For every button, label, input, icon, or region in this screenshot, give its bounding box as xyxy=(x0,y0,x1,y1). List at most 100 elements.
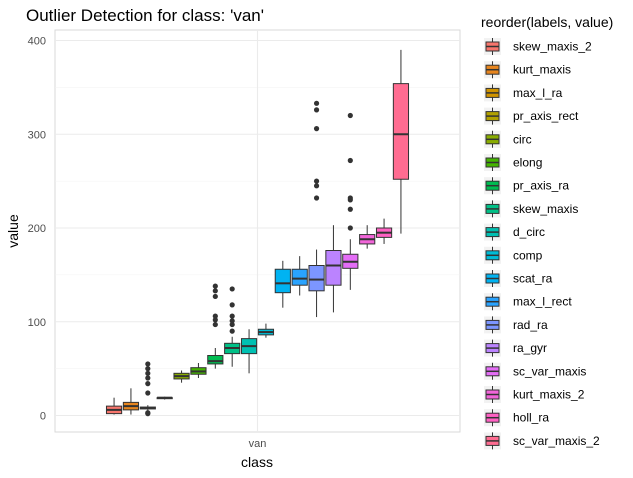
legend-label: max_l_rect xyxy=(513,295,572,309)
boxplot-series xyxy=(105,49,410,417)
outlier-point xyxy=(229,328,235,334)
legend-label: max_l_ra xyxy=(513,86,563,100)
legend-label: skew_maxis xyxy=(513,202,578,216)
outlier-point xyxy=(212,293,218,300)
box-sc_var_maxis xyxy=(342,112,359,290)
legend-item-circ: circ xyxy=(484,130,532,148)
legend-label: scat_ra xyxy=(513,272,553,286)
legend-item-pr_axis_rect: pr_axis_rect xyxy=(484,107,579,125)
legend-label: sc_var_maxis_2 xyxy=(513,434,600,448)
box-circ xyxy=(173,370,190,383)
outlier-point xyxy=(229,318,235,324)
outlier-point xyxy=(229,286,235,292)
y-tick-label: 200 xyxy=(28,223,46,235)
outlier-point xyxy=(145,361,151,367)
x-axis-label: class xyxy=(241,454,273,470)
legend-item-holl_ra: holl_ra xyxy=(484,409,549,427)
box-pr_axis_rect xyxy=(156,396,173,400)
outlier-point xyxy=(229,321,235,328)
outlier-point xyxy=(313,126,320,132)
outlier-point xyxy=(145,375,151,381)
outlier-point xyxy=(212,317,218,323)
legend-label: circ xyxy=(513,132,532,146)
legend-label: kurt_maxis xyxy=(513,63,571,77)
box-max_l_rect xyxy=(291,256,308,296)
legend-item-max_l_ra: max_l_ra xyxy=(484,84,563,102)
outlier-point xyxy=(145,370,151,376)
legend-item-skew_maxis_2: skew_maxis_2 xyxy=(484,38,592,55)
box-comp xyxy=(257,323,275,338)
box-scat_ra xyxy=(274,260,291,308)
outlier-point xyxy=(313,100,320,106)
legend-item-skew_maxis: skew_maxis xyxy=(484,200,578,218)
y-tick-label: 400 xyxy=(28,36,46,48)
outlier-point xyxy=(145,381,151,387)
legend-label: skew_maxis_2 xyxy=(513,40,592,54)
legend-item-elong: elong xyxy=(484,154,542,171)
box-body xyxy=(291,268,308,286)
outlier-point xyxy=(145,390,151,396)
legend-item-sc_var_maxis: sc_var_maxis xyxy=(484,362,586,380)
box-max_l_ra xyxy=(139,361,156,417)
legend-label: holl_ra xyxy=(513,411,549,425)
outlier-point xyxy=(347,225,353,231)
outlier-point xyxy=(347,195,353,201)
outlier-point xyxy=(212,283,218,289)
y-tick-label: 0 xyxy=(40,411,46,423)
outlier-point xyxy=(145,410,151,416)
legend-item-kurt_maxis: kurt_maxis xyxy=(484,61,571,79)
outlier-point xyxy=(313,178,320,184)
y-axis-ticks: 0 100 200 300 400 xyxy=(28,36,46,423)
y-tick-label: 100 xyxy=(28,317,46,329)
legend-label: pr_axis_ra xyxy=(513,179,569,193)
outlier-point xyxy=(347,112,353,119)
legend-label: comp xyxy=(513,248,543,262)
x-axis-ticks: van xyxy=(249,438,267,450)
legend-item-ra_gyr: ra_gyr xyxy=(484,339,547,357)
box-skew_maxis_2 xyxy=(105,397,123,415)
outlier-point xyxy=(229,302,235,308)
legend-item-max_l_rect: max_l_rect xyxy=(484,293,572,311)
y-tick-label: 300 xyxy=(28,129,46,141)
box-body xyxy=(308,265,325,292)
outlier-point xyxy=(212,321,218,328)
legend-label: ra_gyr xyxy=(513,341,547,355)
box-rad_ra xyxy=(308,100,325,318)
box-pr_axis_ra xyxy=(207,283,224,369)
box-body xyxy=(207,355,224,365)
legend-label: kurt_maxis_2 xyxy=(513,388,585,402)
outlier-point xyxy=(313,107,320,113)
legend: skew_maxis_2 kurt_maxis max_l_ra pr_axis_re… xyxy=(484,38,600,450)
legend-item-d_circ: d_circ xyxy=(484,223,545,241)
box-d_circ xyxy=(240,329,258,374)
box-elong xyxy=(190,363,207,378)
outlier-point xyxy=(313,195,320,201)
outlier-point xyxy=(347,157,353,164)
box-body xyxy=(274,268,291,294)
box-body xyxy=(392,83,410,180)
legend-title: reorder(labels, value) xyxy=(481,14,613,30)
box-body xyxy=(325,250,342,286)
legend-label: pr_axis_rect xyxy=(513,109,579,123)
legend-label: d_circ xyxy=(513,225,545,239)
legend-item-pr_axis_ra: pr_axis_ra xyxy=(484,177,569,195)
legend-item-comp: comp xyxy=(484,246,543,264)
outlier-point xyxy=(145,366,151,372)
grid-lines xyxy=(55,30,460,432)
box-skew_maxis xyxy=(224,286,241,367)
box-sc_var_maxis_2 xyxy=(392,49,410,234)
legend-item-sc_var_maxis_2: sc_var_maxis_2 xyxy=(484,432,600,450)
y-axis-label: value xyxy=(5,214,21,248)
legend-label: rad_ra xyxy=(513,318,548,332)
legend-item-rad_ra: rad_ra xyxy=(484,316,548,334)
legend-label: sc_var_maxis xyxy=(513,364,586,378)
chart-title: Outlier Detection for class: 'van' xyxy=(26,6,264,25)
box-ra_gyr xyxy=(325,225,342,313)
outlier-point xyxy=(229,313,235,319)
box-kurt_maxis_2 xyxy=(359,225,376,249)
outlier-point xyxy=(313,183,320,189)
outlier-point xyxy=(212,288,218,294)
legend-label: elong xyxy=(513,156,542,170)
legend-item-scat_ra: scat_ra xyxy=(484,270,553,287)
box-kurt_maxis xyxy=(122,388,140,415)
